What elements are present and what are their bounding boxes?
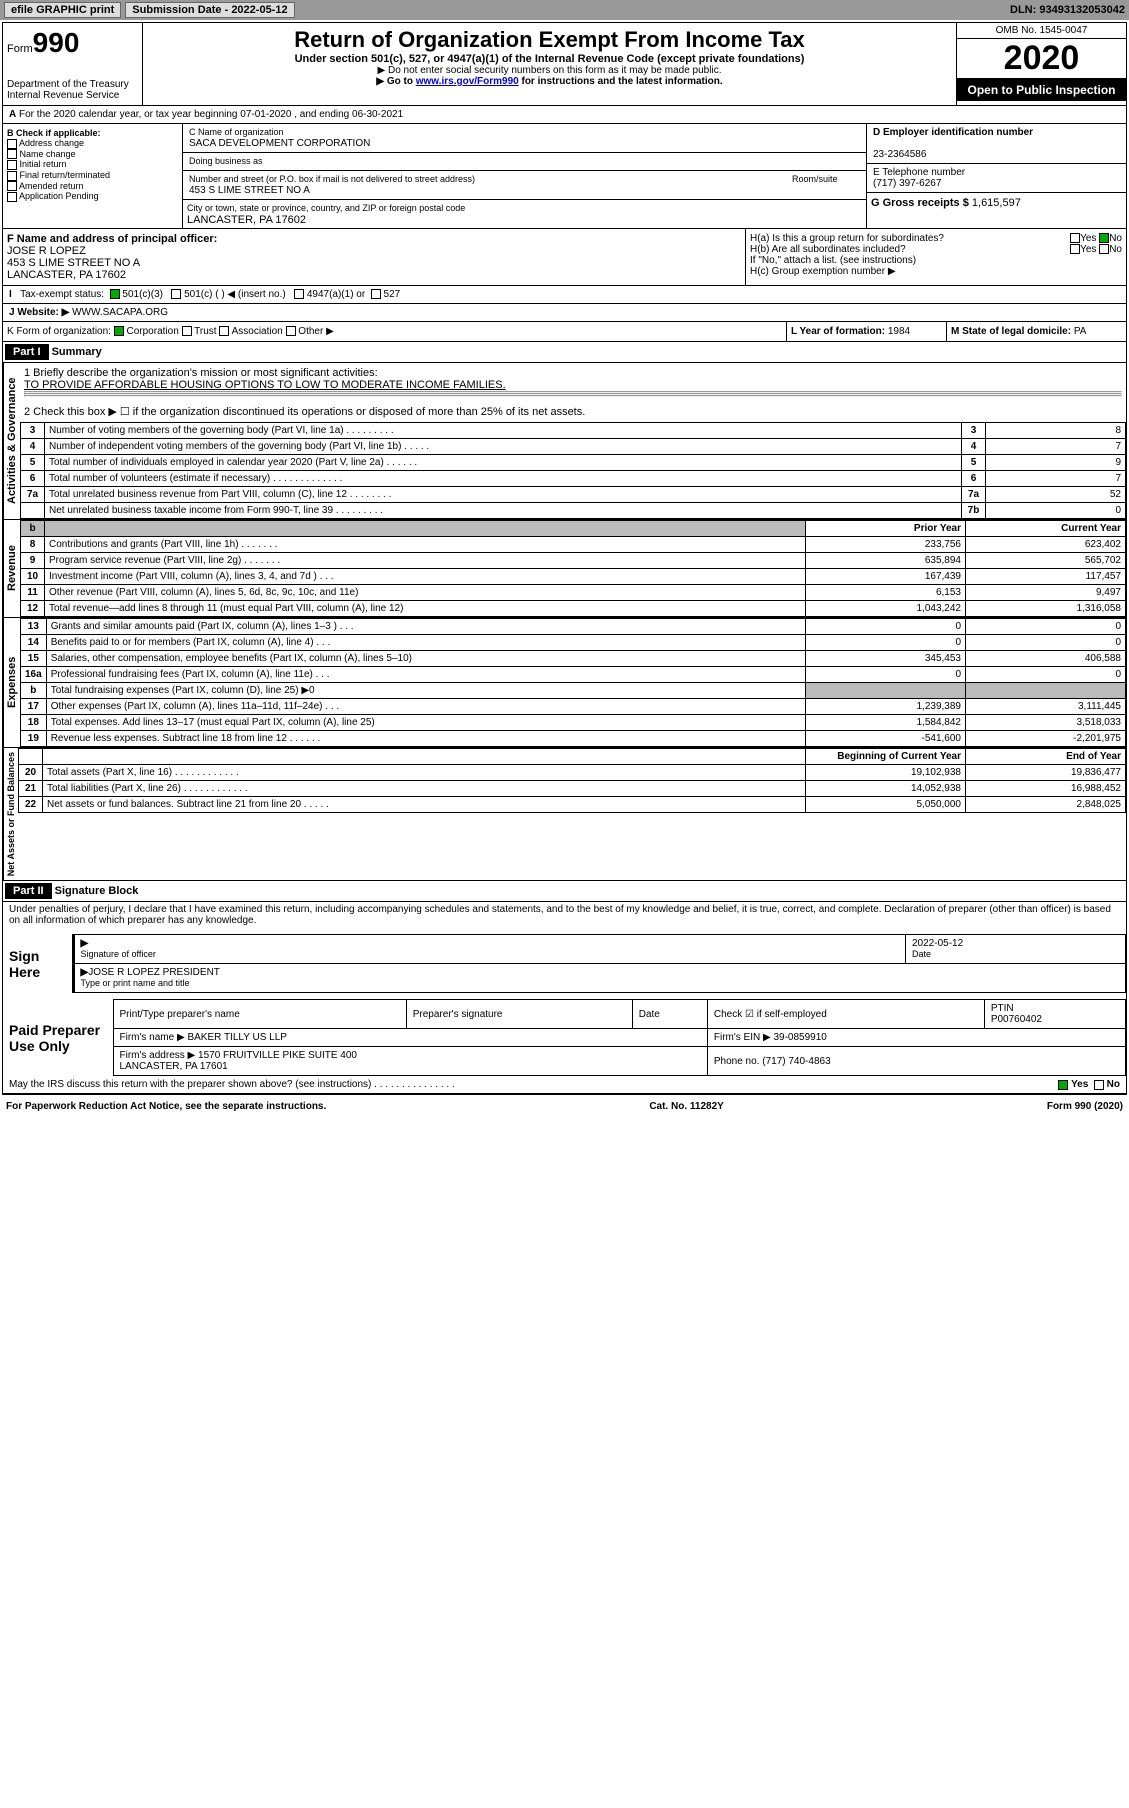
website: WWW.SACAPA.ORG — [69, 307, 168, 318]
form-subtitle: Under section 501(c), 527, or 4947(a)(1)… — [147, 53, 952, 65]
phone: (717) 397-6267 — [873, 178, 941, 189]
city: LANCASTER, PA 17602 — [187, 214, 306, 226]
irs-link[interactable]: www.irs.gov/Form990 — [416, 76, 519, 87]
side-activities: Activities & Governance — [3, 363, 20, 519]
ptin: P00760402 — [991, 1014, 1042, 1025]
mission: TO PROVIDE AFFORDABLE HOUSING OPTIONS TO… — [24, 379, 506, 391]
note-goto: ▶ Go to www.irs.gov/Form990 for instruct… — [147, 76, 952, 87]
page-footer: For Paperwork Reduction Act Notice, see … — [0, 1097, 1129, 1116]
paid-preparer-block: Paid Preparer Use Only Print/Type prepar… — [3, 999, 1126, 1076]
top-bar: efile GRAPHIC print Submission Date - 20… — [0, 0, 1129, 20]
box-b: B Check if applicable: Address change Na… — [3, 124, 183, 228]
side-expenses: Expenses — [3, 618, 20, 747]
open-inspection: Open to Public Inspection — [957, 79, 1126, 101]
part1-header: Part I — [5, 344, 49, 360]
org-name: SACA DEVELOPMENT CORPORATION — [189, 138, 370, 149]
submission-date: Submission Date - 2022-05-12 — [125, 2, 294, 18]
officer-sig-name: JOSE R LOPEZ PRESIDENT — [88, 967, 220, 978]
firm-name: BAKER TILLY US LLP — [187, 1032, 287, 1043]
dept-treasury: Department of the Treasury Internal Reve… — [7, 79, 138, 101]
street: 453 S LIME STREET NO A — [189, 185, 310, 196]
summary-table: 3Number of voting members of the governi… — [20, 422, 1126, 519]
ein: 23-2364586 — [873, 149, 926, 160]
tax-year: 2020 — [957, 39, 1126, 79]
side-revenue: Revenue — [3, 520, 20, 617]
expenses-table: 13Grants and similar amounts paid (Part … — [20, 618, 1126, 747]
form-990: Form990 Department of the Treasury Inter… — [2, 22, 1127, 1095]
gross-receipts: 1,615,597 — [972, 197, 1021, 209]
line-a: A For the 2020 calendar year, or tax yea… — [3, 106, 1126, 124]
omb-no: OMB No. 1545-0047 — [957, 23, 1126, 39]
dln: DLN: 93493132053042 — [1010, 4, 1125, 16]
form-title: Return of Organization Exempt From Incom… — [147, 27, 952, 53]
efile-button[interactable]: efile GRAPHIC print — [4, 2, 121, 18]
netassets-table: Beginning of Current YearEnd of Year20To… — [18, 748, 1126, 813]
note-ssn: ▶ Do not enter social security numbers o… — [147, 65, 952, 76]
perjury-declaration: Under penalties of perjury, I declare th… — [3, 902, 1126, 928]
revenue-table: bPrior YearCurrent Year8Contributions an… — [20, 520, 1126, 617]
form-number: Form990 — [7, 27, 138, 59]
officer-name: JOSE R LOPEZ — [7, 245, 86, 257]
sign-here-block: Sign Here ▶Signature of officer 2022-05-… — [3, 934, 1126, 993]
side-netassets: Net Assets or Fund Balances — [3, 748, 18, 880]
part2-header: Part II — [5, 883, 52, 899]
